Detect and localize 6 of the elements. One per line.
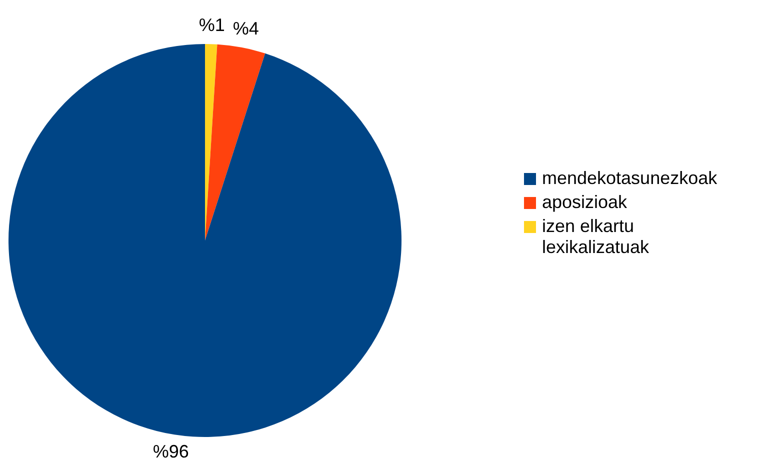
data-label: %4 <box>232 18 259 39</box>
legend-label: aposizioak <box>542 192 628 213</box>
data-label: %1 <box>198 15 225 36</box>
legend-label: mendekotasunezkoak <box>542 168 718 189</box>
legend-label: izen elkartu lexikalizatuak <box>542 216 650 258</box>
data-label: %96 <box>152 441 189 462</box>
